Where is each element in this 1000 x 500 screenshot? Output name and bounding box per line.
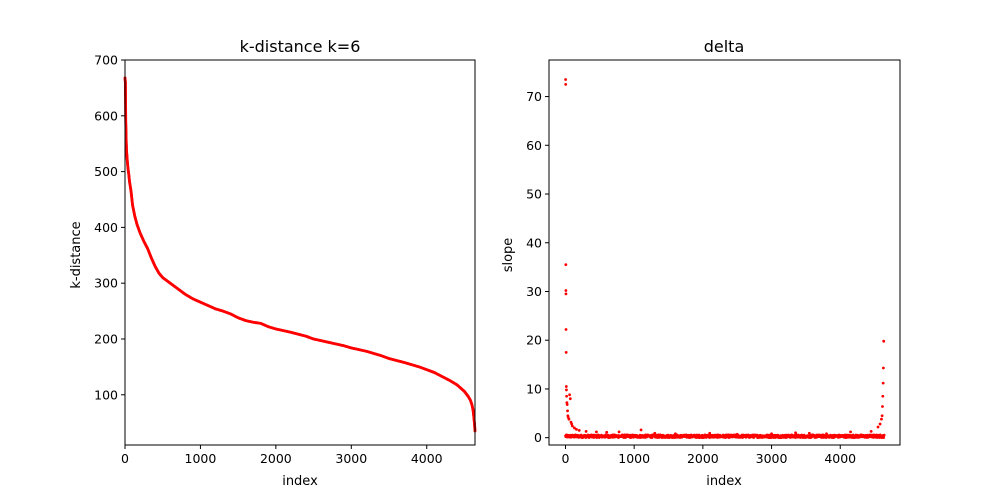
- y-tick-label: 60: [526, 138, 542, 153]
- x-tick-label: 3000: [335, 451, 367, 466]
- data-point: [880, 417, 883, 421]
- x-tick-label: 2000: [687, 451, 719, 466]
- y-tick-label: 700: [94, 53, 118, 68]
- data-point: [564, 78, 568, 81]
- data-point: [564, 263, 568, 267]
- panel-delta: delta index slope 0 1000 2000 3000 4000 0 10 20…: [501, 37, 901, 489]
- data-point: [673, 432, 677, 436]
- y-tick-label: 0: [534, 430, 542, 445]
- data-point: [564, 351, 568, 354]
- x-tick-label: 0: [562, 451, 570, 466]
- data-point: [881, 394, 885, 398]
- data-point: [565, 388, 568, 392]
- data-point: [605, 430, 609, 434]
- data-point: [639, 428, 643, 432]
- data-point: [594, 430, 598, 434]
- y-tick-label: 300: [94, 276, 118, 291]
- data-point: [708, 431, 712, 435]
- scatter-points: [123, 76, 477, 433]
- data-point: [564, 292, 568, 296]
- data-point: [881, 405, 884, 408]
- x-tick-label: 4000: [824, 451, 856, 466]
- data-point: [882, 339, 886, 343]
- x-axis-label: index: [282, 474, 318, 489]
- y-tick-label: 40: [526, 235, 542, 250]
- y-tick-label: 30: [526, 284, 542, 299]
- data-point: [794, 431, 797, 435]
- axis-ticks: 0 1000 2000 3000 4000 0 10 20 30 40 50 60 70: [526, 89, 856, 466]
- x-tick-label: 1000: [618, 451, 650, 466]
- data-point: [584, 429, 588, 433]
- panel-k-distance: k-distance k=6 index k-distance 0 1000 200…: [69, 37, 477, 489]
- y-tick-label: 50: [526, 187, 542, 202]
- data-point: [564, 82, 568, 86]
- data-point: [565, 394, 568, 398]
- chart-title: delta: [704, 37, 745, 56]
- data-point: [653, 431, 657, 435]
- data-point: [735, 432, 739, 436]
- data-point: [568, 397, 572, 401]
- data-point: [617, 430, 621, 434]
- y-tick-label: 20: [526, 333, 542, 348]
- chart-title: k-distance k=6: [240, 37, 361, 56]
- y-tick-label: 500: [94, 164, 118, 179]
- data-point: [567, 417, 571, 421]
- data-point: [564, 385, 568, 388]
- x-tick-label: 2000: [260, 451, 292, 466]
- data-point: [849, 430, 852, 434]
- x-tick-label: 4000: [411, 451, 443, 466]
- data-point: [564, 328, 568, 331]
- data-point: [878, 422, 882, 426]
- y-tick-label: 400: [94, 220, 118, 235]
- y-axis-label: k-distance: [69, 221, 84, 288]
- data-point: [807, 431, 811, 435]
- y-tick-label: 70: [526, 89, 542, 104]
- data-point: [770, 432, 773, 436]
- data-point: [568, 393, 572, 397]
- x-tick-label: 1000: [185, 451, 217, 466]
- data-point: [573, 426, 576, 430]
- axis-ticks: 0 1000 2000 3000 4000 100 200 300 400 500 600 700: [94, 53, 443, 467]
- data-point: [880, 414, 884, 418]
- plot-frame: [548, 59, 901, 446]
- data-point: [570, 424, 574, 428]
- y-tick-label: 10: [526, 381, 542, 396]
- y-axis-label: slope: [501, 238, 516, 273]
- data-point: [577, 428, 581, 432]
- scatter-points: [564, 78, 886, 439]
- y-tick-label: 200: [94, 331, 118, 346]
- data-point: [869, 429, 873, 433]
- x-axis-label: index: [706, 474, 742, 489]
- data-point: [881, 381, 885, 385]
- data-point: [564, 289, 568, 292]
- data-point: [575, 428, 578, 431]
- data-point: [566, 409, 569, 413]
- data-point: [565, 403, 569, 406]
- data-point: [825, 432, 828, 436]
- x-tick-label: 3000: [756, 451, 788, 466]
- data-point: [882, 433, 886, 437]
- y-tick-label: 100: [94, 387, 118, 402]
- y-tick-label: 600: [94, 108, 118, 123]
- plot-frame: [124, 59, 476, 446]
- data-point: [876, 425, 880, 429]
- x-tick-label: 0: [121, 451, 129, 466]
- data-point: [881, 366, 885, 370]
